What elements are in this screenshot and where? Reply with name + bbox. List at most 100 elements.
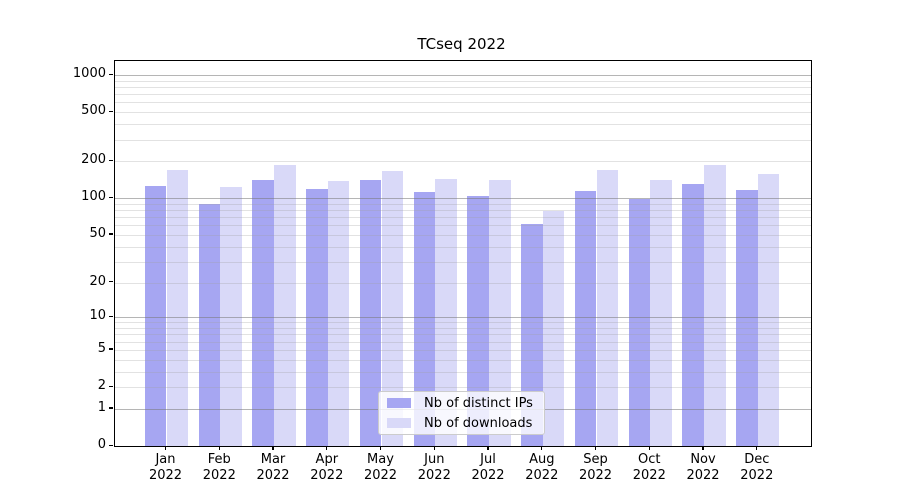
minor-gridline bbox=[114, 161, 811, 163]
x-tick-label: Aug 2022 bbox=[525, 452, 559, 483]
y-tick-label: 1 bbox=[97, 399, 106, 415]
y-tick-label: 2 bbox=[97, 378, 106, 393]
bar-distinct-ips-jul bbox=[467, 195, 489, 446]
bar-distinct-ips-jun bbox=[413, 191, 436, 446]
bar-distinct-ips-sep bbox=[574, 191, 597, 446]
minor-gridline bbox=[114, 261, 811, 263]
major-gridline bbox=[114, 317, 811, 319]
bar-downloads-feb bbox=[220, 186, 242, 446]
y-tick-label: 1000 bbox=[72, 66, 106, 81]
legend: Nb of distinct IPs Nb of downloads bbox=[378, 391, 545, 435]
x-tick-label: Jan 2022 bbox=[148, 452, 183, 483]
major-gridline bbox=[114, 198, 811, 200]
y-tick bbox=[109, 233, 113, 235]
minor-gridline bbox=[114, 234, 811, 236]
x-tick bbox=[702, 446, 704, 451]
y-tick-label: 20 bbox=[89, 273, 106, 289]
minor-gridline bbox=[114, 102, 811, 104]
y-tick bbox=[109, 407, 113, 409]
y-tick bbox=[109, 385, 113, 387]
legend-label-downloads: Nb of downloads bbox=[424, 415, 533, 431]
x-tick-label: Feb 2022 bbox=[202, 452, 236, 483]
bar-downloads-jan bbox=[166, 169, 189, 446]
minor-gridline bbox=[114, 210, 811, 211]
minor-gridline bbox=[114, 349, 811, 351]
bar-downloads-jun bbox=[435, 179, 457, 446]
bar-downloads-mar bbox=[274, 165, 296, 446]
minor-gridline bbox=[114, 225, 811, 227]
x-tick bbox=[541, 446, 543, 451]
y-tick bbox=[109, 110, 113, 112]
distinct-ips-swatch bbox=[387, 397, 411, 409]
bar-distinct-ips-may bbox=[359, 180, 382, 446]
bar-downloads-aug bbox=[542, 210, 565, 446]
bar-downloads-dec bbox=[757, 173, 780, 446]
plot-area bbox=[113, 59, 812, 447]
bar-distinct-ips-mar bbox=[252, 180, 274, 446]
minor-gridline bbox=[114, 246, 811, 248]
minor-gridline bbox=[114, 124, 811, 126]
minor-gridline bbox=[114, 139, 811, 141]
x-tick bbox=[379, 446, 382, 451]
bar-downloads-apr bbox=[327, 181, 350, 446]
chart-title: TCseq 2022 bbox=[417, 35, 506, 53]
x-tick bbox=[218, 446, 220, 451]
x-tick-label: Oct 2022 bbox=[632, 452, 666, 483]
x-tick bbox=[756, 446, 758, 451]
x-tick-label: Jul 2022 bbox=[471, 452, 505, 483]
minor-gridline bbox=[114, 341, 811, 343]
major-gridline bbox=[114, 75, 811, 76]
x-tick bbox=[648, 446, 650, 451]
x-tick-label: May 2022 bbox=[363, 452, 398, 483]
y-tick-label: 0 bbox=[97, 437, 106, 452]
y-tick-label: 50 bbox=[89, 225, 106, 241]
bar-downloads-oct bbox=[650, 180, 672, 446]
legend-row-distinct-ips: Nb of distinct IPs bbox=[387, 396, 536, 411]
bar-distinct-ips-nov bbox=[682, 183, 704, 446]
minor-gridline bbox=[114, 359, 811, 361]
y-tick bbox=[109, 315, 113, 317]
y-tick bbox=[109, 444, 113, 446]
y-tick bbox=[109, 281, 113, 283]
bar-distinct-ips-oct bbox=[628, 199, 651, 446]
x-tick bbox=[164, 446, 167, 451]
x-tick-label: Dec 2022 bbox=[740, 452, 774, 483]
minor-gridline bbox=[114, 94, 811, 96]
x-tick bbox=[326, 446, 328, 451]
bar-distinct-ips-aug bbox=[521, 223, 543, 446]
bar-downloads-jul bbox=[489, 180, 511, 446]
x-tick-label: Sep 2022 bbox=[578, 452, 613, 483]
x-tick-label: Nov 2022 bbox=[686, 452, 720, 483]
bar-downloads-may bbox=[381, 171, 404, 446]
minor-gridline bbox=[114, 87, 811, 88]
legend-label-distinct-ips: Nb of distinct IPs bbox=[424, 395, 533, 411]
y-tick bbox=[109, 196, 113, 198]
legend-row-downloads: Nb of downloads bbox=[387, 416, 536, 431]
bar-downloads-sep bbox=[596, 170, 619, 446]
x-tick bbox=[594, 446, 597, 451]
x-tick bbox=[272, 446, 274, 451]
y-tick-label: 10 bbox=[89, 308, 106, 324]
minor-gridline bbox=[114, 217, 811, 219]
x-tick bbox=[433, 446, 435, 451]
minor-gridline bbox=[114, 282, 811, 284]
y-tick bbox=[109, 159, 113, 161]
y-tick bbox=[109, 348, 113, 350]
minor-gridline bbox=[114, 80, 811, 82]
y-tick-label: 5 bbox=[97, 340, 106, 356]
bar-distinct-ips-jan bbox=[144, 186, 167, 446]
downloads-swatch bbox=[387, 417, 411, 429]
bar-downloads-nov bbox=[704, 165, 726, 446]
bar-distinct-ips-feb bbox=[198, 204, 221, 446]
y-tick-label: 500 bbox=[81, 103, 106, 119]
minor-gridline bbox=[114, 112, 811, 114]
minor-gridline bbox=[114, 328, 811, 329]
x-tick-label: Apr 2022 bbox=[310, 452, 344, 483]
minor-gridline bbox=[114, 334, 811, 336]
x-tick bbox=[487, 446, 489, 451]
y-tick-label: 200 bbox=[81, 152, 106, 168]
y-tick bbox=[109, 73, 113, 75]
minor-gridline bbox=[114, 322, 811, 324]
minor-gridline bbox=[114, 371, 811, 373]
